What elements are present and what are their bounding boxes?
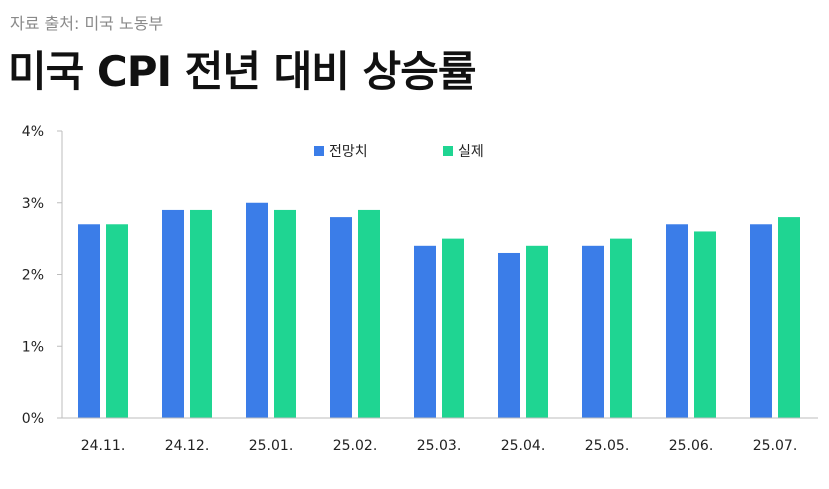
x-tick-label: 25.03. <box>417 438 462 454</box>
chart-source: 자료 출처: 미국 노동부 <box>10 14 164 33</box>
x-axis: 24.11. 24.12. 25.01. 25.02. 25.03. 25.04. 25.0… <box>62 417 818 454</box>
bar-forecast-3 <box>246 202 268 418</box>
bar-forecast-9 <box>750 224 772 418</box>
chart-title: 미국 CPI 전년 대비 상승률 <box>8 47 476 96</box>
bar-actual-7 <box>610 238 632 418</box>
bar-actual-8 <box>694 231 716 418</box>
legend-swatch-actual <box>443 146 453 156</box>
bar-actual-6 <box>526 245 548 418</box>
bar-forecast-1 <box>78 224 100 418</box>
y-tick-label: 3% <box>22 196 44 212</box>
bar-forecast-5 <box>414 245 436 418</box>
bar-forecast-8 <box>666 224 688 418</box>
x-tick-label: 25.06. <box>669 438 714 454</box>
legend: 전망치 실제 <box>314 144 484 160</box>
x-tick-label: 25.07. <box>753 438 798 454</box>
x-tick-label: 24.11. <box>81 438 126 454</box>
bar-actual-1 <box>106 224 128 418</box>
bar-actual-3 <box>274 209 296 418</box>
bar-forecast-4 <box>330 217 352 418</box>
bar-actual-4 <box>358 209 380 418</box>
x-tick-label: 25.02. <box>333 438 378 454</box>
y-tick-label: 1% <box>22 339 44 355</box>
bar-forecast-6 <box>498 252 520 418</box>
bar-forecast-7 <box>582 245 604 418</box>
legend-swatch-forecast <box>314 146 324 156</box>
legend-label-forecast: 전망치 <box>329 144 368 160</box>
x-tick-label: 24.12. <box>165 438 210 454</box>
y-tick-label: 2% <box>22 268 44 284</box>
y-axis: 0% 1% 2% 3% 4% <box>22 124 63 427</box>
x-tick-label: 25.05. <box>585 438 630 454</box>
x-tick-label: 25.01. <box>249 438 294 454</box>
y-tick-label: 4% <box>22 124 44 140</box>
bar-actual-2 <box>190 209 212 418</box>
bar-actual-5 <box>442 238 464 418</box>
y-tick-label: 0% <box>22 411 44 427</box>
legend-label-actual: 실제 <box>458 144 484 160</box>
bar-actual-9 <box>778 217 800 418</box>
bar-forecast-2 <box>162 209 184 418</box>
x-tick-label: 25.04. <box>501 438 546 454</box>
bars <box>78 202 800 418</box>
